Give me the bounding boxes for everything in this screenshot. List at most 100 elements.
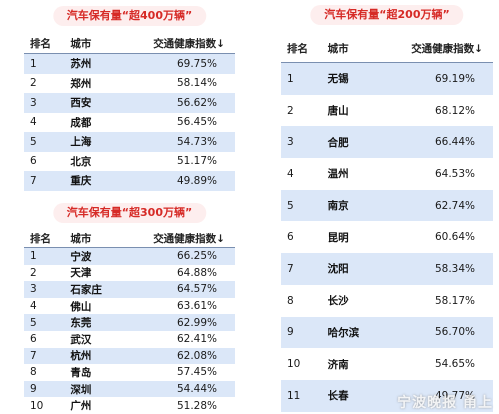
rank-cell: 9 (281, 316, 328, 349)
city-cell: 广州 (70, 400, 92, 413)
rank-cell: 6 (30, 155, 37, 168)
table-row: 3 石家庄 64.57% (24, 281, 235, 298)
value-cell: 51.28% (176, 399, 217, 412)
city-cell: 杭州 (70, 347, 134, 365)
ranking-table: 排名 城市 交通健康指数↓ 1 无锡 69.19% 2 唐山 68.12% 3 合肥 66.44… (281, 34, 493, 412)
table-row: 2 郑州 58.14% (24, 74, 235, 94)
city-cell: 西安 (70, 93, 134, 113)
rank-cell: 10 (287, 358, 301, 371)
rank-cell: 7 (281, 253, 328, 285)
value-cell: 68.12% (434, 104, 475, 117)
header-index: 交通健康指数↓ (391, 34, 493, 63)
table-row: 1 宁波 66.25% (24, 247, 235, 265)
rank-cell: 7 (24, 347, 71, 365)
value-cell: 54.73% (133, 132, 235, 152)
rank-cell: 5 (24, 132, 71, 152)
value-cell: 64.53% (434, 167, 475, 180)
value-cell: 62.08% (133, 347, 235, 365)
city-cell: 青岛 (70, 366, 92, 379)
watermark: 宁波晚报 甬上 (397, 395, 493, 411)
city-cell: 合肥 (327, 126, 392, 159)
rank-cell: 2 (30, 77, 37, 90)
rank-cell: 4 (30, 300, 37, 313)
table-row: 8 青岛 57.45% (24, 364, 235, 381)
value-cell: 69.75% (133, 53, 235, 74)
table-row: 8 长沙 58.17% (281, 285, 493, 317)
panel-title: 汽车保有量“超400万辆” (52, 6, 207, 26)
header-rank: 排名 (281, 34, 328, 63)
header-city: 城市 (327, 34, 392, 63)
rank-cell: 2 (287, 104, 294, 117)
rank-cell: 1 (281, 62, 328, 95)
table-row: 11 长春 49.77% (281, 379, 493, 412)
header-city: 城市 (70, 229, 134, 248)
city-cell: 石家庄 (70, 281, 134, 298)
value-cell: 66.25% (133, 247, 235, 265)
city-cell: 武汉 (70, 333, 92, 346)
rank-cell: 3 (24, 93, 71, 113)
table-row: 10 广州 51.28% (24, 397, 235, 414)
table-row: 2 唐山 68.12% (281, 95, 493, 127)
header-index: 交通健康指数↓ (133, 34, 235, 54)
rank-cell: 6 (30, 333, 37, 346)
table-row: 2 天津 64.88% (24, 265, 235, 282)
city-cell: 南京 (327, 189, 392, 222)
city-cell: 东莞 (70, 314, 134, 331)
table-row: 1 苏州 69.75% (24, 53, 235, 74)
value-cell: 57.45% (176, 366, 217, 379)
value-cell: 54.44% (133, 380, 235, 398)
table-row: 7 重庆 49.89% (24, 171, 235, 191)
value-cell: 60.64% (434, 231, 475, 244)
city-cell: 上海 (70, 132, 134, 152)
table-row: 4 成都 56.45% (24, 113, 235, 133)
value-cell: 49.89% (133, 171, 235, 191)
city-cell: 温州 (327, 168, 349, 181)
rank-cell: 10 (30, 399, 44, 412)
table-row: 3 西安 56.62% (24, 93, 235, 113)
city-cell: 济南 (327, 358, 349, 371)
rank-cell: 4 (30, 116, 37, 129)
rank-cell: 4 (287, 167, 294, 180)
table-row: 10 济南 54.65% (281, 348, 493, 380)
value-cell: 69.19% (391, 62, 493, 95)
city-cell: 无锡 (327, 62, 392, 95)
rank-cell: 11 (281, 379, 328, 412)
table-row: 6 武汉 62.41% (24, 331, 235, 348)
header-city: 城市 (70, 34, 134, 54)
city-cell: 北京 (70, 155, 92, 168)
table-row: 5 东莞 62.99% (24, 314, 235, 331)
city-cell: 沈阳 (327, 253, 392, 285)
value-cell: 51.17% (176, 155, 217, 168)
panel-title: 汽车保有量“超300万辆” (52, 203, 207, 223)
panel-title: 汽车保有量“超200万辆” (310, 5, 464, 25)
rank-cell: 1 (24, 247, 71, 265)
header-rank: 排名 (24, 229, 71, 248)
city-cell: 昆明 (327, 231, 349, 244)
rank-cell: 7 (24, 171, 71, 191)
value-cell: 62.99% (133, 314, 235, 331)
value-cell: 56.62% (133, 93, 235, 113)
rank-cell: 6 (287, 231, 294, 244)
city-cell: 唐山 (327, 105, 349, 118)
city-cell: 成都 (70, 116, 92, 129)
value-cell: 66.44% (391, 126, 493, 159)
table-row: 7 杭州 62.08% (24, 347, 235, 365)
table-row: 6 昆明 60.64% (281, 221, 493, 253)
city-cell: 天津 (70, 267, 92, 280)
city-cell: 重庆 (70, 171, 134, 191)
city-cell: 苏州 (70, 53, 134, 74)
city-cell: 佛山 (70, 300, 92, 313)
rank-cell: 8 (287, 294, 294, 307)
table-row: 9 深圳 54.44% (24, 380, 235, 398)
city-cell: 长春 (327, 379, 392, 412)
table-row: 1 无锡 69.19% (281, 62, 493, 95)
table-row: 9 哈尔滨 56.70% (281, 316, 493, 349)
table-row: 3 合肥 66.44% (281, 126, 493, 159)
value-cell: 54.65% (434, 358, 475, 371)
rank-cell: 9 (24, 380, 71, 398)
ranking-table: 排名 城市 交通健康指数↓ 1 苏州 69.75% 2 郑州 58.14% 3 西安 56.62… (24, 34, 235, 191)
value-cell: 62.41% (176, 333, 217, 346)
table-row: 5 上海 54.73% (24, 132, 235, 152)
value-cell: 64.88% (176, 266, 217, 279)
table-row: 4 佛山 63.61% (24, 298, 235, 315)
